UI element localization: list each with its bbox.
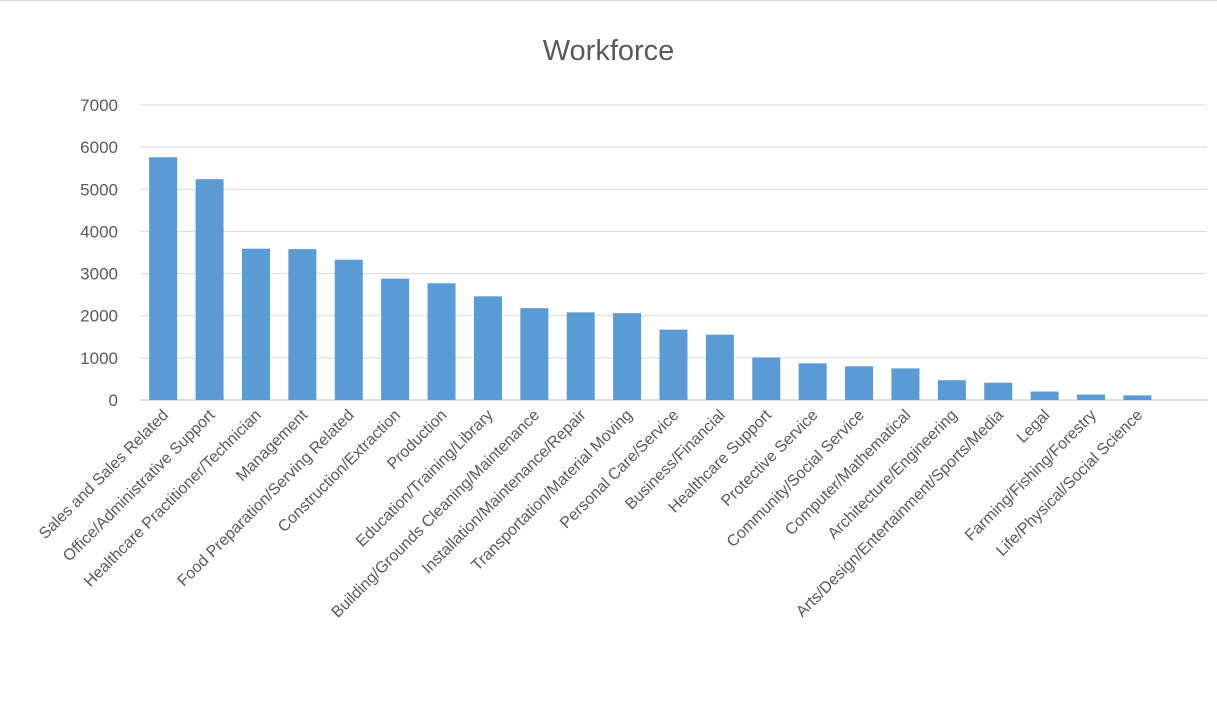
- x-axis-labels: Sales and Sales RelatedOffice/Administra…: [36, 406, 1146, 621]
- bar: [381, 278, 410, 400]
- bar: [798, 363, 827, 400]
- bars: [149, 157, 1152, 400]
- bar: [241, 248, 270, 400]
- bar: [613, 313, 642, 400]
- bar: [752, 357, 781, 400]
- bar: [1030, 391, 1059, 400]
- y-tick-label: 6000: [80, 138, 118, 157]
- bar: [845, 366, 874, 400]
- chart-title: Workforce: [542, 35, 675, 67]
- bar: [984, 382, 1013, 400]
- bar: [566, 312, 595, 400]
- bar: [520, 308, 549, 400]
- y-tick-label: 4000: [80, 222, 118, 241]
- bar: [1077, 394, 1106, 400]
- x-category-label: Legal: [1014, 407, 1054, 447]
- bar: [149, 157, 178, 400]
- bar: [288, 249, 317, 400]
- bar: [1123, 395, 1152, 400]
- x-category-label: Installation/Maintenance/Repair: [419, 406, 590, 577]
- y-tick-label: 7000: [80, 96, 118, 115]
- bar: [659, 329, 688, 400]
- y-tick-label: 0: [109, 391, 118, 410]
- bar: [891, 368, 920, 400]
- bar: [334, 259, 363, 400]
- y-tick-label: 5000: [80, 180, 118, 199]
- bar: [195, 179, 224, 400]
- bar: [937, 380, 966, 400]
- y-axis-ticks: 0 1000 2000 3000 4000 5000 6000 7000: [80, 96, 118, 410]
- y-tick-label: 2000: [80, 307, 118, 326]
- bar: [427, 283, 456, 400]
- y-tick-label: 3000: [80, 265, 118, 284]
- bar: [473, 296, 502, 400]
- x-category-label: Healthcare Practitioner/Technician: [81, 407, 265, 591]
- bar: [705, 334, 734, 400]
- y-tick-label: 1000: [80, 349, 118, 368]
